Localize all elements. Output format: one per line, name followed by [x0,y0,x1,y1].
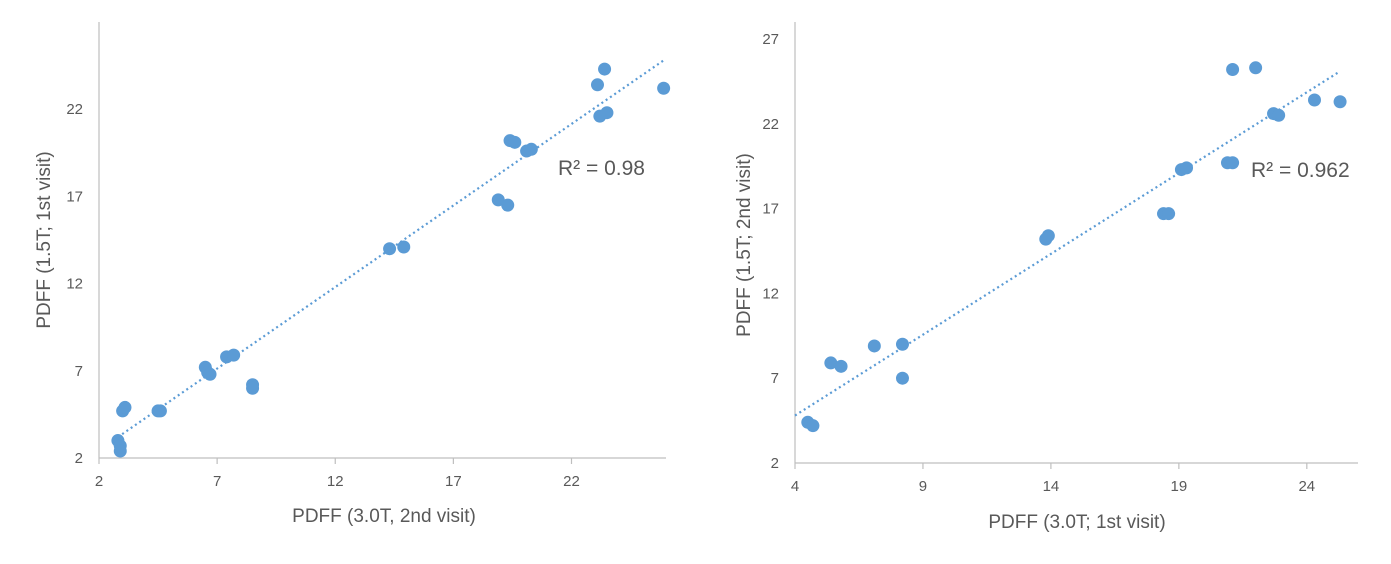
left-x-tick-label: 22 [563,473,580,490]
left-x-tick-label: 2 [95,473,103,490]
right-x-tick-label: 4 [791,478,799,495]
left-y-tick-label: 7 [75,363,83,380]
right-data-point [1333,95,1347,109]
right-x-tick-label: 9 [919,478,927,495]
left-data-point [118,400,132,414]
left-data-point [397,240,411,254]
right-data-point [1226,62,1240,76]
right-data-point [1272,108,1286,122]
left-data-point [600,106,614,120]
right-y-tick-label: 17 [762,201,779,218]
right-data-point [895,371,909,385]
right-data-point [1041,229,1055,243]
left-data-point [227,348,241,362]
left-y-tick-label: 22 [66,101,83,118]
right-y-axis-label: PDFF (1.5T; 2nd visit) [734,153,755,337]
left-x-tick-label: 12 [327,473,344,490]
left-data-point [508,135,522,149]
left-data-point [246,381,260,395]
right-y-tick-label: 7 [771,370,779,387]
left-data-point [203,367,217,381]
right-y-tick-label: 12 [762,285,779,302]
left-data-point [524,142,538,156]
left-x-tick-label: 17 [445,473,462,490]
right-trendline [794,71,1339,417]
right-data-point [867,339,881,353]
right-data-points [801,61,1347,433]
right-r-squared-label: R² = 0.962 [1251,159,1350,182]
right-y-tick-label: 2 [771,455,779,472]
left-y-axis-label: PDFF (1.5T; 1st visit) [34,151,55,328]
right-data-point [1249,61,1263,75]
left-data-point [657,81,671,95]
left-data-point [501,198,515,212]
right-data-point [806,419,820,433]
left-r-squared-label: R² = 0.98 [558,157,645,180]
left-x-tick-label: 7 [213,473,221,490]
right-data-point [834,359,848,373]
right-x-tick-label: 14 [1043,478,1060,495]
right-x-axis-label: PDFF (3.0T; 1st visit) [988,512,1165,533]
right-data-point [824,356,838,370]
left-data-point [153,404,167,418]
left-data-point [491,193,505,207]
left-x-axis-label: PDFF (3.0T, 2nd visit) [292,506,476,527]
left-data-point [113,444,127,458]
left-y-tick-label: 12 [66,276,83,293]
left-y-tick-label: 17 [66,188,83,205]
right-data-point [1162,207,1176,221]
left-data-point [383,242,397,256]
right-y-tick-label: 27 [762,31,779,48]
right-data-point [1226,156,1240,170]
right-x-tick-label: 19 [1171,478,1188,495]
left-data-point [598,62,612,76]
left-data-points [111,62,671,458]
left-y-tick-label: 2 [75,450,83,467]
left-data-point [590,78,604,92]
right-data-point [1180,161,1194,175]
right-x-tick-label: 24 [1298,478,1315,495]
right-data-point [1307,93,1321,107]
right-y-tick-label: 22 [762,116,779,133]
right-data-point [895,337,909,351]
